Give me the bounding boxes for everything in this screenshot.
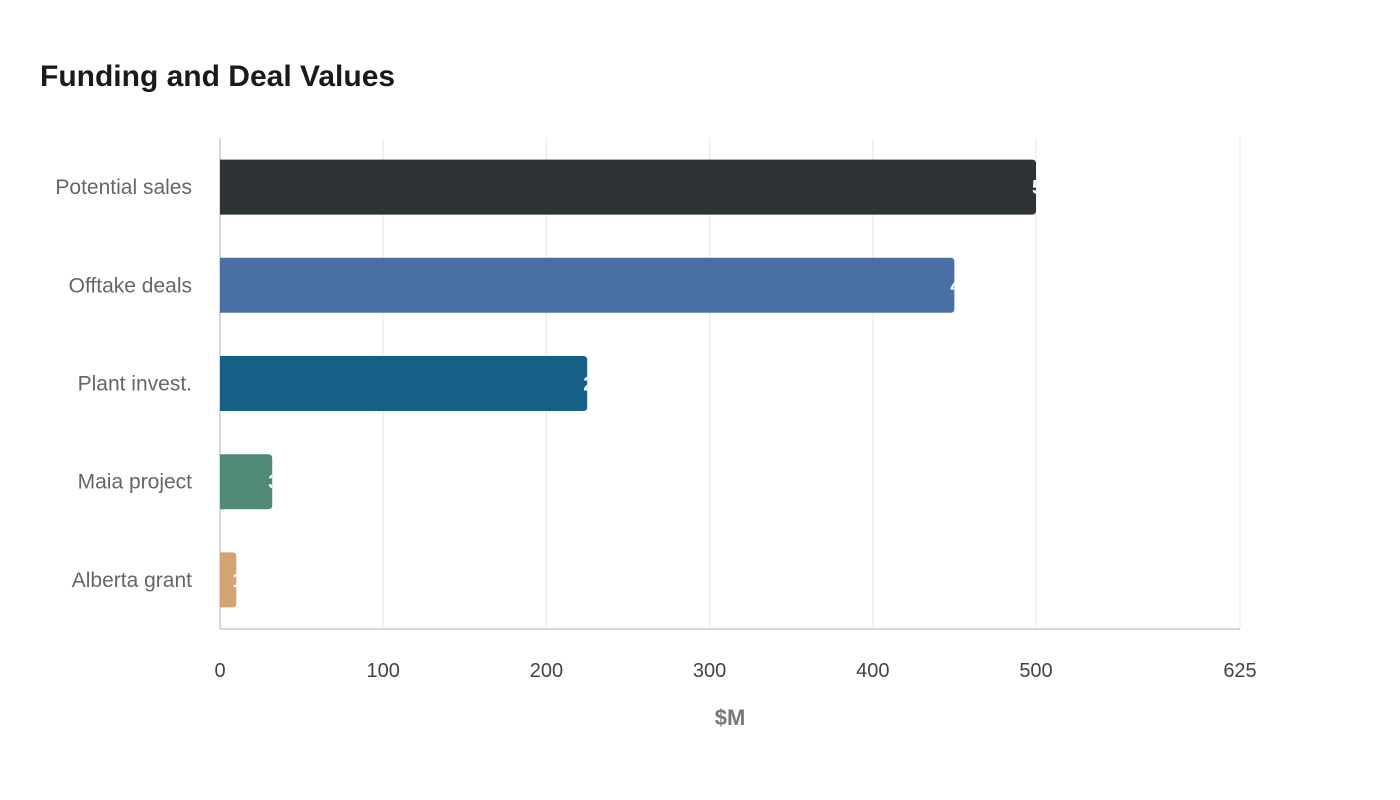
x-tick-labels: 0 100 200 300 400 500 625	[214, 660, 1256, 682]
x-tick-label: 100	[367, 660, 400, 682]
category-label: Alberta grant	[72, 569, 192, 592]
x-tick-label: 500	[1019, 660, 1052, 682]
bar-maia-project	[220, 454, 273, 510]
x-tick-label: 200	[530, 660, 563, 682]
x-tick-label: 625	[1223, 660, 1256, 682]
bar-value-label: 2	[583, 374, 594, 396]
category-label: Maia project	[78, 471, 193, 494]
category-label: Potential sales	[55, 176, 192, 199]
bar-value-label: 1	[232, 570, 243, 592]
category-label: Plant invest.	[78, 373, 192, 396]
category-label: Offtake deals	[69, 274, 192, 297]
x-tick-label: 0	[214, 660, 225, 682]
bar-alberta-grant	[220, 552, 237, 608]
bar-potential-sales	[220, 159, 1036, 215]
category-labels: Potential sales Offtake deals Plant invest…	[55, 176, 192, 592]
bar-value-label: 5	[1032, 177, 1043, 199]
x-tick-label: 300	[693, 660, 726, 682]
bar-value-label: 4	[950, 275, 962, 297]
x-tick-label: 400	[856, 660, 889, 682]
bars: 5 4 2 3 1	[220, 159, 1043, 608]
chart-title: Funding and Deal Values	[40, 60, 396, 93]
x-axis-title: $M	[715, 705, 746, 730]
bar-value-label: 3	[268, 472, 279, 494]
bar-offtake-deals	[220, 257, 955, 313]
bar-plant-invest	[220, 356, 588, 411]
